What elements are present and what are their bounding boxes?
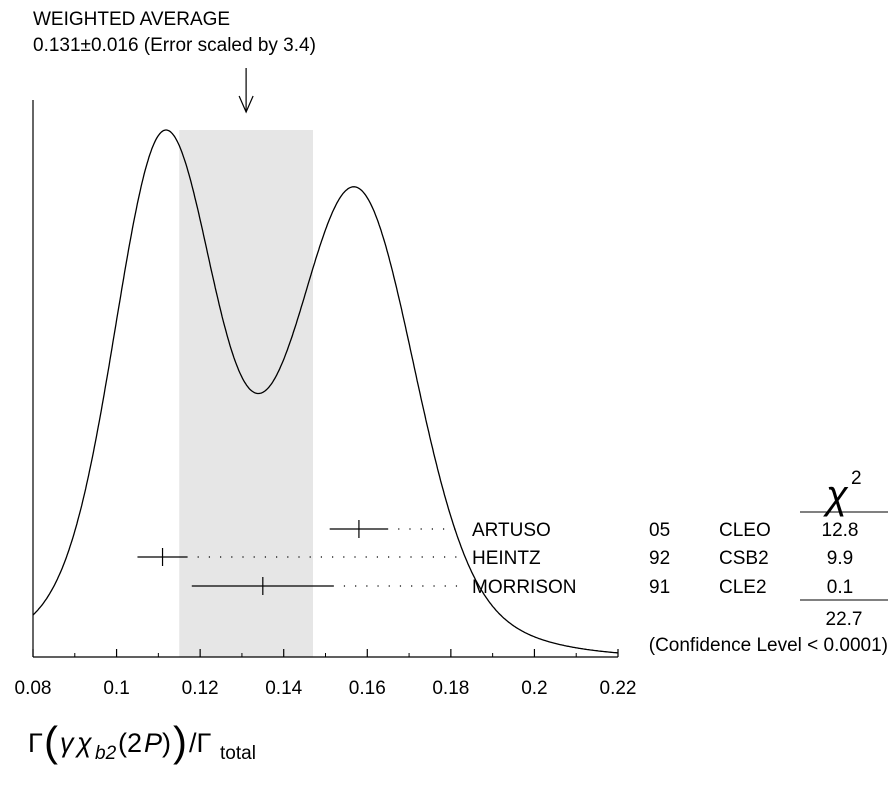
x-tick-label: 0.08	[15, 678, 52, 699]
xlabel-close-paren: )	[173, 718, 187, 765]
ideogram-curve	[32, 129, 619, 654]
measurement-row: MORRISON 91 CLE2 0.1	[191, 577, 853, 598]
x-tick-label: 0.18	[432, 678, 469, 699]
measurement-author: HEINTZ	[472, 548, 541, 569]
xlabel-arg-close: )	[162, 728, 171, 758]
xlabel-arg-p: P	[144, 728, 162, 758]
measurement-year: 05	[649, 520, 670, 541]
x-tick-label: 0.12	[182, 678, 219, 699]
average-arrow	[238, 68, 254, 114]
measurement-chi2: 0.1	[827, 577, 853, 598]
confidence-level: (Confidence Level < 0.0001)	[649, 635, 888, 656]
x-axis-tick-labels: 0.08 0.1 0.12 0.14 0.16 0.18 0.2 0.22	[15, 678, 637, 699]
measurement-chi2: 9.9	[827, 548, 853, 569]
measurement-year: 91	[649, 577, 670, 598]
xlabel-slash-gamma: /Γ	[189, 728, 212, 758]
measurement-author: ARTUSO	[472, 520, 551, 541]
xlabel-gamma: γ	[60, 728, 75, 758]
measurement-experiment: CSB2	[719, 548, 769, 569]
x-tick-label: 0.1	[103, 678, 129, 699]
x-tick-label: 0.16	[349, 678, 386, 699]
chi2-total: 22.7	[826, 609, 863, 630]
measurement-row: ARTUSO 05 CLEO 12.8	[329, 520, 859, 541]
xlabel-gamma-width: Γ	[28, 728, 43, 758]
xlabel-subscript-total: total	[220, 743, 256, 764]
chart-title-line2: 0.131±0.016 (Error scaled by 3.4)	[33, 35, 316, 56]
x-tick-label: 0.22	[600, 678, 637, 699]
measurement-author: MORRISON	[472, 577, 577, 598]
xlabel-subscript-b2: b2	[95, 743, 117, 764]
measurement-row: HEINTZ 92 CSB2 9.9	[137, 548, 853, 569]
measurements: ARTUSO 05 CLEO 12.8 HEINTZ 92 CSB2 9.9 MORRISON 9…	[137, 520, 858, 598]
x-tick-label: 0.2	[521, 678, 547, 699]
chi2-header: χ	[823, 473, 849, 517]
x-axis-ticks	[32, 649, 619, 657]
xlabel-arg: (2	[118, 728, 142, 758]
measurement-chi2: 12.8	[822, 520, 859, 541]
xlabel-chi: χ	[75, 728, 93, 758]
x-tick-label: 0.14	[265, 678, 302, 699]
chart-title-line1: WEIGHTED AVERAGE	[33, 9, 230, 30]
measurement-experiment: CLE2	[719, 577, 767, 598]
weighted-average-band	[179, 130, 313, 657]
chi2-header-exponent: 2	[851, 468, 862, 489]
arrow-head	[238, 95, 254, 114]
xlabel-open-paren: (	[44, 718, 58, 765]
measurement-experiment: CLEO	[719, 520, 771, 541]
measurement-year: 92	[649, 548, 670, 569]
x-axis-label: Γ ( γ χ b2 (2 P ) ) /Γ total	[28, 718, 256, 765]
